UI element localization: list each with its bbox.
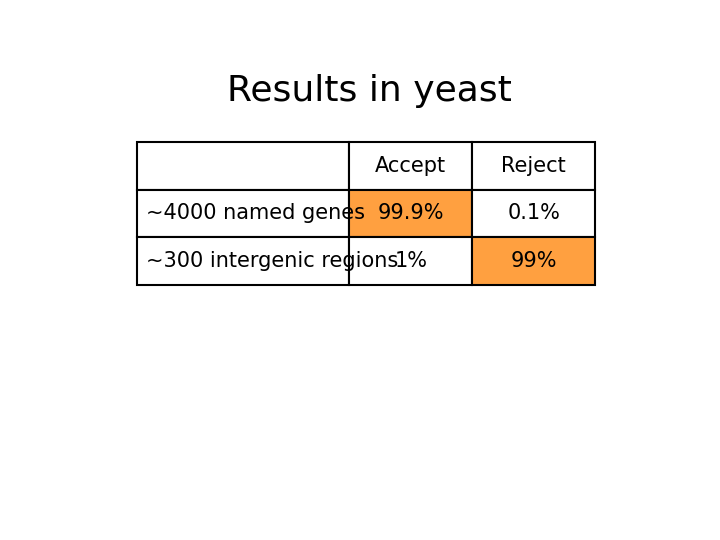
Text: 1%: 1% xyxy=(395,251,428,271)
Bar xyxy=(472,141,595,190)
Bar xyxy=(349,238,472,285)
Bar xyxy=(349,190,472,238)
Text: 0.1%: 0.1% xyxy=(507,204,560,224)
Bar xyxy=(138,141,349,190)
Text: Results in yeast: Results in yeast xyxy=(227,75,511,109)
Text: ~300 intergenic regions: ~300 intergenic regions xyxy=(145,251,398,271)
Bar xyxy=(138,190,349,238)
Bar xyxy=(472,238,595,285)
Text: 99.9%: 99.9% xyxy=(377,204,444,224)
Bar xyxy=(472,190,595,238)
Bar xyxy=(138,238,349,285)
Text: 99%: 99% xyxy=(510,251,557,271)
Text: Accept: Accept xyxy=(375,156,446,176)
Text: ~4000 named genes: ~4000 named genes xyxy=(145,204,365,224)
Bar xyxy=(349,141,472,190)
Text: Reject: Reject xyxy=(501,156,566,176)
